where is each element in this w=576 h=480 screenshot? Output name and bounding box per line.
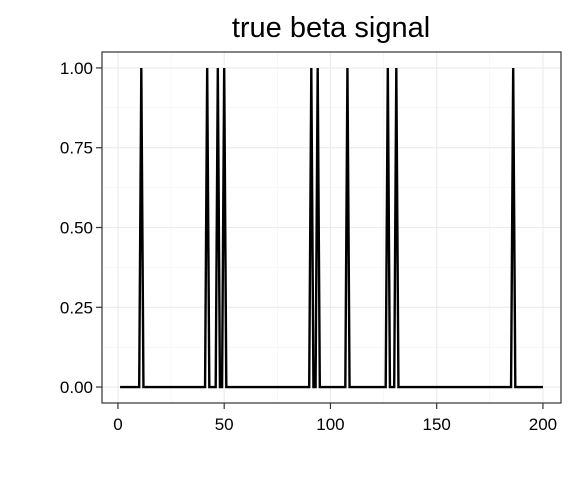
y-tick-label: 0.75 <box>60 139 93 158</box>
x-tick-label: 200 <box>529 415 557 434</box>
y-axis: 0.00 0.25 0.50 0.75 1.00 <box>60 59 102 397</box>
y-tick-label: 0.50 <box>60 219 93 238</box>
y-tick-label: 0.00 <box>60 378 93 397</box>
x-axis: 0 50 100 150 200 <box>113 403 557 434</box>
y-tick-label: 0.25 <box>60 298 93 317</box>
series-line <box>120 67 543 389</box>
x-tick-label: 100 <box>316 415 344 434</box>
y-tick-label: 1.00 <box>60 59 93 78</box>
x-tick-label: 50 <box>215 415 234 434</box>
x-tick-label: 150 <box>423 415 451 434</box>
chart-title: true beta signal <box>232 12 430 44</box>
x-tick-label: 0 <box>113 415 122 434</box>
